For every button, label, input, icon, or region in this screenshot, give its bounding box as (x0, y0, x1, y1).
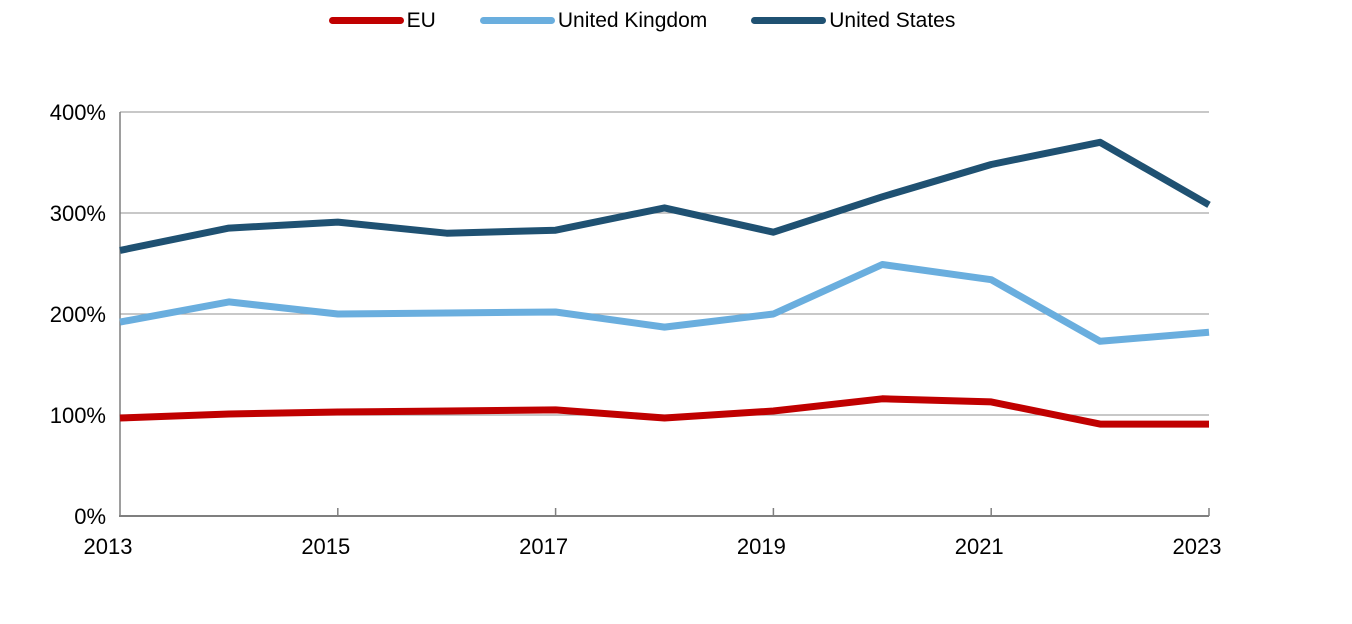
legend-swatch-united-states (751, 17, 827, 24)
legend-item-eu: EU (328, 9, 436, 32)
x-axis-tick-label: 2013 (84, 534, 133, 559)
legend-label: EU (406, 9, 436, 32)
x-axis-tick-label: 2021 (955, 534, 1004, 559)
legend-item-united-kingdom: United Kingdom (479, 9, 708, 32)
x-axis-tick-label: 2019 (737, 534, 786, 559)
legend-label: United States (829, 9, 956, 32)
x-axis-tick-label: 2017 (519, 534, 568, 559)
legend-swatch-eu (328, 17, 404, 24)
legend-label: United Kingdom (557, 9, 708, 32)
series-line-united-states (119, 138, 1211, 254)
x-axis-tick-label: 2015 (301, 534, 350, 559)
series-line-eu (119, 395, 1209, 428)
y-axis-tick-label: 200% (50, 302, 106, 327)
y-axis-tick-label: 300% (50, 201, 106, 226)
legend-item-united-states: United States (751, 10, 955, 31)
y-axis-tick-label: 400% (50, 100, 106, 125)
x-axis-tick-label: 2023 (1173, 534, 1222, 559)
series-line-united-kingdom (119, 261, 1210, 345)
legend-swatch-united-kingdom (479, 17, 555, 24)
chart-legend: EU United Kingdom United States (0, 10, 1318, 31)
y-axis-tick-label: 0% (74, 504, 106, 529)
y-axis-tick-label: 100% (50, 403, 106, 428)
